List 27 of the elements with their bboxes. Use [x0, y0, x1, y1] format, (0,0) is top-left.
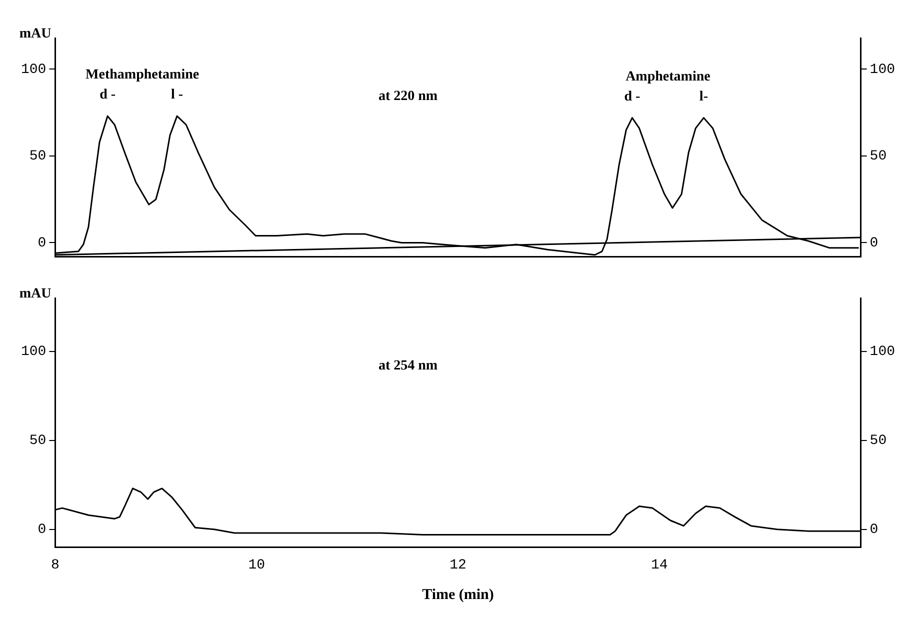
y2-tick-label: 100 [870, 62, 896, 78]
x-tick-label: 8 [51, 557, 60, 574]
annotation: at 220 nm [378, 89, 438, 104]
annotation: l- [699, 89, 708, 104]
y-tick-label: 0 [38, 235, 46, 252]
annotation: d - [624, 89, 641, 104]
annotation: l - [171, 88, 184, 103]
y-tick-label: 0 [38, 522, 46, 538]
x-tick-label: 12 [450, 557, 466, 574]
y-tick-label: 100 [20, 344, 46, 360]
x-axis-title: Time (min) [422, 586, 494, 603]
annotation: at 254 nm [378, 358, 438, 374]
annotation: d - [100, 88, 116, 103]
y2-tick-label: 0 [870, 522, 878, 538]
x-tick-label: 14 [650, 557, 668, 574]
y2-tick-label: 50 [870, 148, 887, 165]
y-axis-title: mAU [19, 26, 52, 42]
y-tick-label: 50 [29, 433, 46, 450]
x-tick-label: 10 [248, 557, 266, 574]
y-tick-label: 100 [20, 62, 46, 78]
annotation: Methamphetamine [86, 68, 200, 83]
y2-tick-label: 100 [870, 344, 896, 360]
y2-tick-label: 0 [870, 235, 878, 252]
y-tick-label: 50 [29, 148, 46, 165]
y-axis-title: mAU [19, 286, 52, 302]
y2-tick-label: 50 [870, 433, 887, 450]
annotation: Amphetamine [626, 69, 710, 84]
